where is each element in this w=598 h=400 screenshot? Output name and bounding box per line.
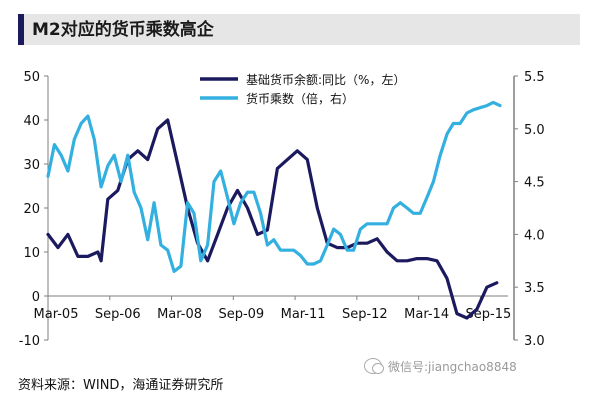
x-tick-label: Mar-11 <box>281 307 326 322</box>
y-left-tick-label: -10 <box>19 334 40 349</box>
title-bar <box>18 14 580 45</box>
x-tick-label: Sep-12 <box>342 307 388 322</box>
y-right-tick-label: 3.0 <box>524 334 545 349</box>
series-line-money-multiplier <box>46 100 502 273</box>
y-left-tick-label: 0 <box>32 290 40 305</box>
y-right-tick-label: 4.0 <box>524 228 545 243</box>
y-right-tick-label: 5.5 <box>524 70 545 85</box>
y-right-tick-label: 3.5 <box>524 281 545 296</box>
x-tick-label: Sep-09 <box>218 307 264 322</box>
y-left-tick-label: 50 <box>23 70 40 85</box>
y-left-tick-label: 20 <box>23 202 40 217</box>
y-right-tick-label: 4.5 <box>524 176 545 191</box>
y-left-tick-label: 10 <box>23 246 40 261</box>
x-tick-label: Sep-06 <box>95 307 141 322</box>
x-tick-label: Mar-05 <box>34 307 79 322</box>
title-accent <box>18 14 24 45</box>
chart-title: M2对应的货币乘数高企 <box>32 20 214 40</box>
wechat-icon-inner <box>372 363 384 374</box>
source-note: 资料来源：WIND，海通证券研究所 <box>18 378 224 393</box>
x-tick-label: Mar-08 <box>157 307 202 322</box>
y-left-tick-label: 40 <box>23 114 40 129</box>
legend-label-base-money: 基础货币余额:同比（%，左） <box>246 72 405 87</box>
y-right-tick-label: 5.0 <box>524 123 545 138</box>
watermark: 微信号:jiangchao8848 <box>388 360 517 374</box>
x-tick-label: Mar-14 <box>404 307 449 322</box>
series-line-base-money <box>46 118 499 320</box>
y-left-tick-label: 30 <box>23 158 40 173</box>
legend-label-money-multiplier: 货币乘数（倍，右） <box>246 91 354 106</box>
